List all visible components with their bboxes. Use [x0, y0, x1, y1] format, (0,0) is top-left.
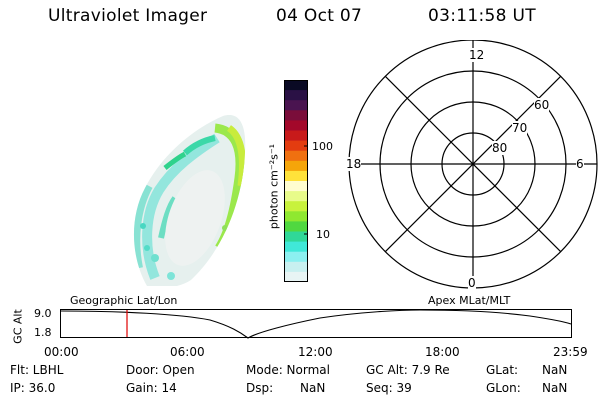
colorbar: [284, 80, 308, 282]
glat-label: GLat:: [486, 363, 519, 377]
lat-label-60: 60: [534, 98, 550, 112]
glon-value: NaN: [542, 381, 568, 395]
filter-info: Flt: LBHL: [10, 363, 64, 377]
colorbar-band: [284, 181, 308, 192]
xtick-1800: 18:00: [425, 345, 460, 359]
colorbar-tick-10: 10: [316, 228, 330, 241]
timeline-ytick-bottom: 1.8: [34, 326, 52, 339]
mlt-label-6: 6: [576, 157, 584, 171]
lat-label-70: 70: [512, 121, 528, 135]
apex-label: Apex MLat/MLT: [428, 294, 511, 307]
colorbar-band: [284, 80, 308, 91]
colorbar-band: [284, 100, 308, 111]
timeline-ytick-top: 9.0: [34, 307, 52, 320]
gc-alt-info: GC Alt: 7.9 Re: [366, 363, 450, 377]
xtick-0000: 00:00: [44, 345, 79, 359]
colorbar-band: [284, 211, 308, 222]
lat-label-80: 80: [492, 141, 508, 155]
colorbar-band: [284, 261, 308, 273]
colorbar-gradient: [284, 80, 308, 282]
xtick-2359: 23:59: [553, 345, 588, 359]
ip-info: IP: 36.0: [10, 381, 56, 395]
colorbar-band: [284, 170, 308, 182]
colorbar-band: [284, 160, 308, 172]
gain-info: Gain: 14: [126, 381, 177, 395]
date-label: 04 Oct 07: [276, 6, 363, 26]
geographic-label: Geographic Lat/Lon: [70, 294, 178, 307]
meridian-diag-2: [384, 75, 562, 253]
colorbar-band: [284, 271, 308, 282]
colorbar-band: [284, 201, 308, 212]
auroral-image: [133, 115, 246, 286]
colorbar-band: [284, 241, 308, 253]
xtick-0600: 06:00: [170, 345, 205, 359]
mode-info: Mode: Normal: [246, 363, 330, 377]
colorbar-band: [284, 251, 308, 263]
colorbar-band: [284, 90, 308, 101]
colorbar-band: [284, 130, 308, 142]
mlt-label-18: 18: [346, 157, 362, 171]
colorbar-band: [284, 150, 308, 162]
timeline-plot: [60, 309, 572, 339]
dsp-value: NaN: [300, 381, 326, 395]
xtick-1200: 12:00: [298, 345, 333, 359]
mlt-label-12: 12: [469, 48, 485, 62]
timeline-ylabel: GC Alt: [11, 309, 25, 344]
door-info: Door: Open: [126, 363, 195, 377]
colorbar-band: [284, 110, 308, 121]
auroral-oval: [133, 115, 246, 286]
colorbar-unit-label: photon cm⁻²s⁻¹: [267, 143, 281, 230]
colorbar-band: [284, 120, 308, 131]
glat-value: NaN: [542, 363, 568, 377]
colorbar-tick-100: 100: [312, 140, 333, 153]
colorbar-band: [284, 140, 308, 152]
colorbar-band: [284, 191, 308, 202]
colorbar-band: [284, 231, 308, 243]
glon-label: GLon:: [486, 381, 521, 395]
time-label: 03:11:58 UT: [428, 6, 536, 26]
mlt-label-0: 0: [468, 276, 476, 290]
seq-info: Seq: 39: [366, 381, 412, 395]
polar-plot: [348, 40, 598, 289]
colorbar-band: [284, 221, 308, 232]
dsp-label: Dsp:: [246, 381, 274, 395]
altitude-curve: [60, 309, 572, 339]
instrument-title: Ultraviolet Imager: [48, 6, 208, 26]
